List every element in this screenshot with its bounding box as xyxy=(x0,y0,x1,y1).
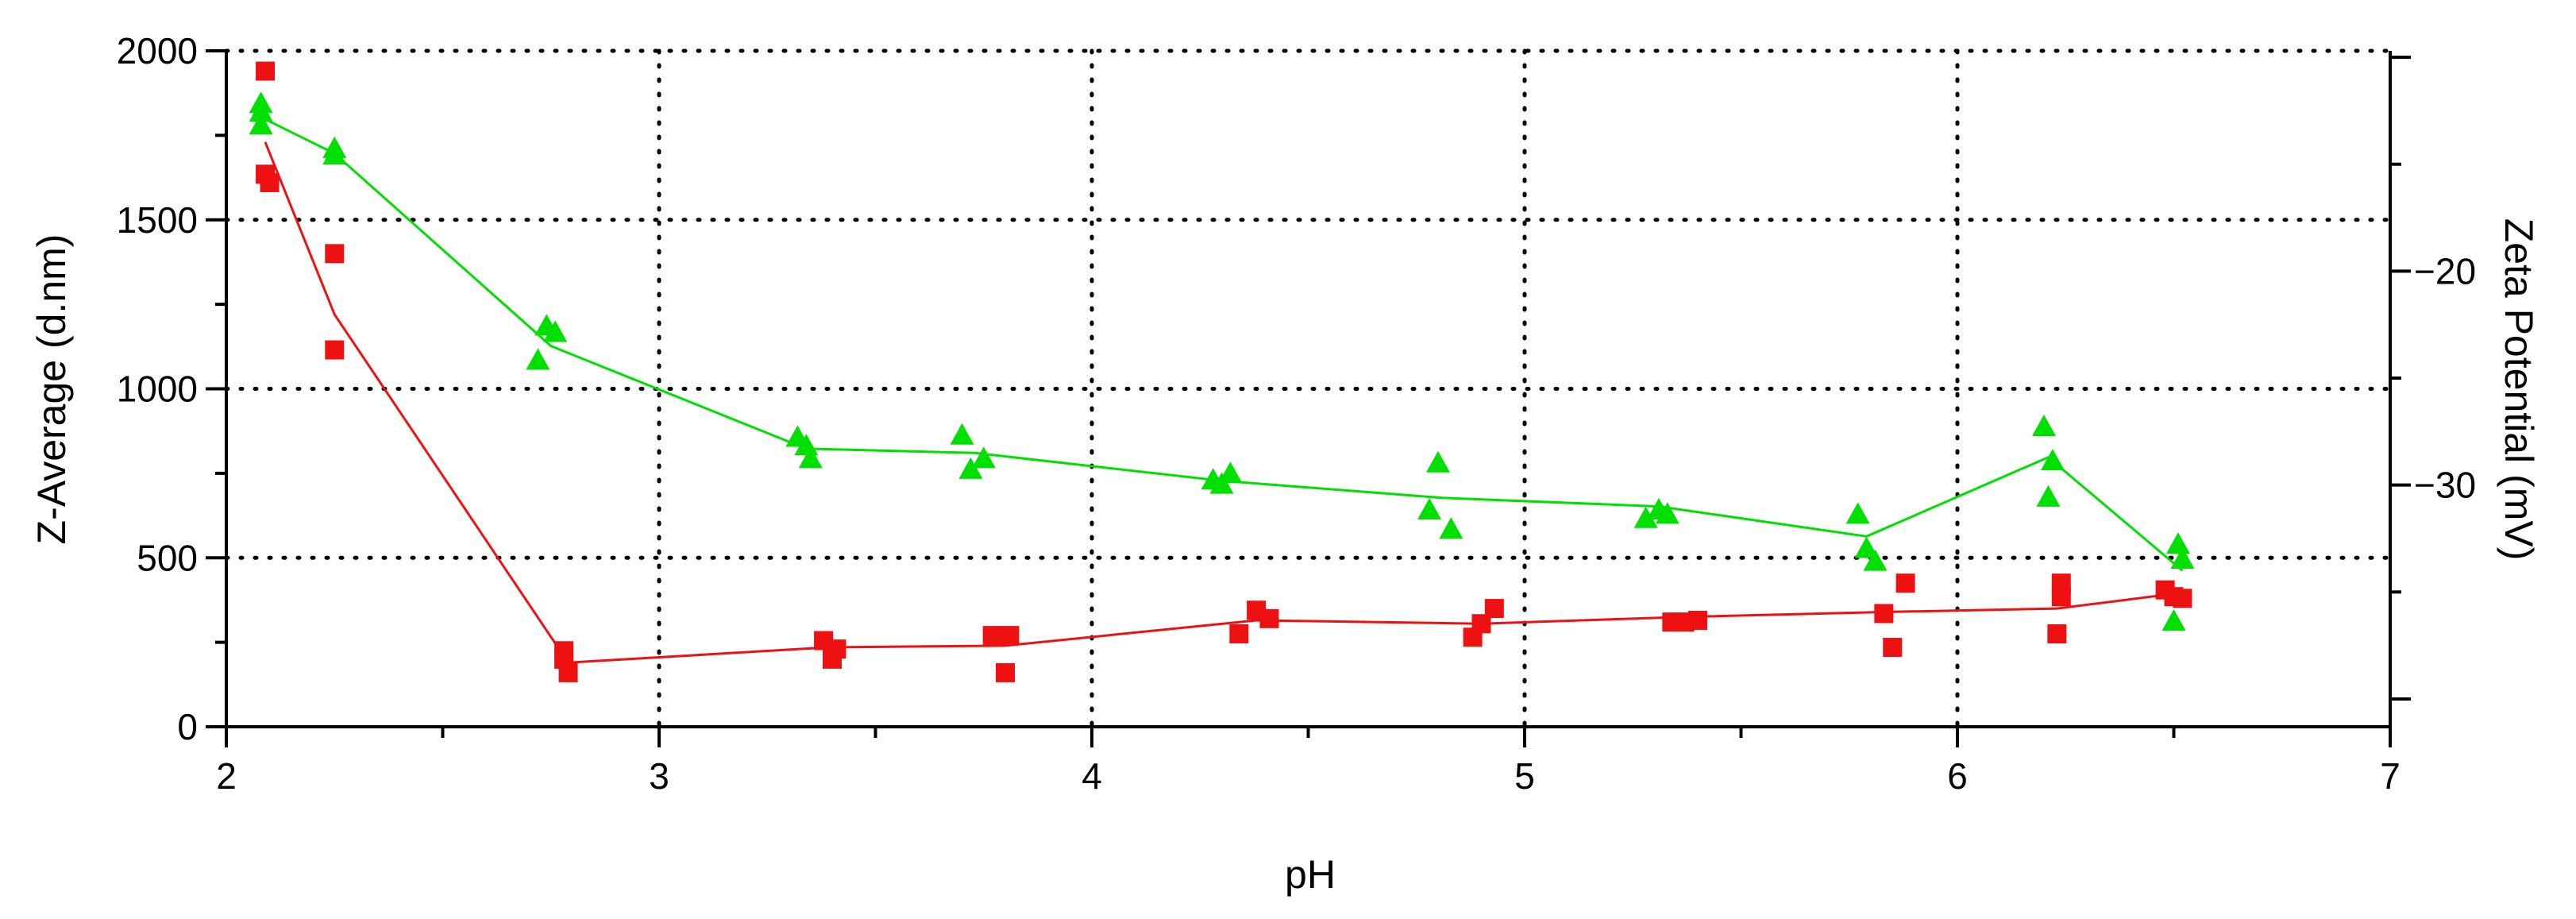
axes xyxy=(206,49,2411,747)
z-average-point xyxy=(1484,599,1504,619)
x-axis-title: pH xyxy=(1285,852,1336,897)
zeta-potential-point xyxy=(1863,549,1888,571)
y-tick-label: 1000 xyxy=(117,369,198,410)
y-axis-title: Z-Average (d.nm) xyxy=(29,234,74,545)
zeta-potential-point xyxy=(322,142,347,164)
y-tick-label: 500 xyxy=(137,537,198,578)
grid-lines xyxy=(224,48,2393,729)
zeta-potential-point xyxy=(2040,449,2065,471)
z-average-point xyxy=(1895,573,1915,593)
zeta-potential-point xyxy=(249,113,273,135)
x-tick-label: 5 xyxy=(1514,755,1535,797)
zeta-potential-point xyxy=(1854,536,1879,558)
zeta-potential-point xyxy=(958,457,983,479)
z-average-point xyxy=(256,61,276,81)
z-average-point xyxy=(1688,610,1707,630)
zeta-potential-point xyxy=(2032,414,2056,436)
zeta-potential-point xyxy=(2165,532,2190,554)
z-average-point xyxy=(2173,589,2192,608)
z-average-point xyxy=(325,244,345,264)
zeta-potential-point xyxy=(2161,609,2186,631)
z-average-point xyxy=(1883,638,1903,658)
z-average-point xyxy=(1259,608,1279,628)
y-tick-label: 2000 xyxy=(117,30,198,71)
trend-line-z-average xyxy=(264,141,2179,664)
y2-tick-label: −20 xyxy=(2414,250,2476,292)
z-average-point xyxy=(982,626,1002,646)
y2-tick-label: −30 xyxy=(2414,465,2476,506)
x-tick-label: 7 xyxy=(2380,755,2401,797)
trend-line-zeta-potential xyxy=(260,116,2184,572)
x-tick-label: 6 xyxy=(1947,755,1968,797)
z-average-point xyxy=(2051,587,2071,607)
zeta-potential-point xyxy=(971,446,996,469)
y-tick-label: 1500 xyxy=(117,199,198,241)
z-average-point xyxy=(1874,604,1894,624)
y2-axis-title: Zeta Potential (mV) xyxy=(2497,218,2541,561)
y-tick-label: 0 xyxy=(177,706,198,747)
zeta-potential-point xyxy=(1426,450,1450,473)
x-tick-label: 3 xyxy=(649,755,669,797)
z-average-point xyxy=(1229,624,1249,643)
zeta-potential-point xyxy=(1633,506,1658,528)
zeta-potential-point xyxy=(1218,461,1243,484)
trend-lines xyxy=(260,116,2184,664)
zeta-potential-point xyxy=(1845,502,1870,524)
zeta-potential-point xyxy=(798,446,823,469)
tick-labels: 2 3 4 5 6 7 0 500 1000 1500 2000 −30 −20 xyxy=(117,30,2476,797)
zeta-potential-point xyxy=(1439,517,1463,539)
zeta-potential-point xyxy=(950,423,974,445)
x-tick-label: 2 xyxy=(216,755,237,797)
zeta-potential-point xyxy=(1655,502,1679,524)
zeta-potential-point xyxy=(2036,485,2061,507)
zeta-potential-point xyxy=(249,100,273,122)
z-average-point xyxy=(2047,624,2067,643)
zeta-potential-point xyxy=(543,320,568,342)
z-average-point xyxy=(325,340,345,360)
z-average-point xyxy=(996,662,1015,682)
data-points xyxy=(249,61,2195,682)
z-average-point xyxy=(260,172,280,192)
z-average-point xyxy=(1000,626,1020,646)
z-average-point xyxy=(823,649,842,669)
x-tick-label: 4 xyxy=(1082,755,1102,797)
z-average-point xyxy=(558,662,578,682)
zeta-potential-point xyxy=(526,348,550,370)
zeta-potential-point xyxy=(2170,546,2195,569)
zeta-potential-point xyxy=(1417,498,1442,520)
